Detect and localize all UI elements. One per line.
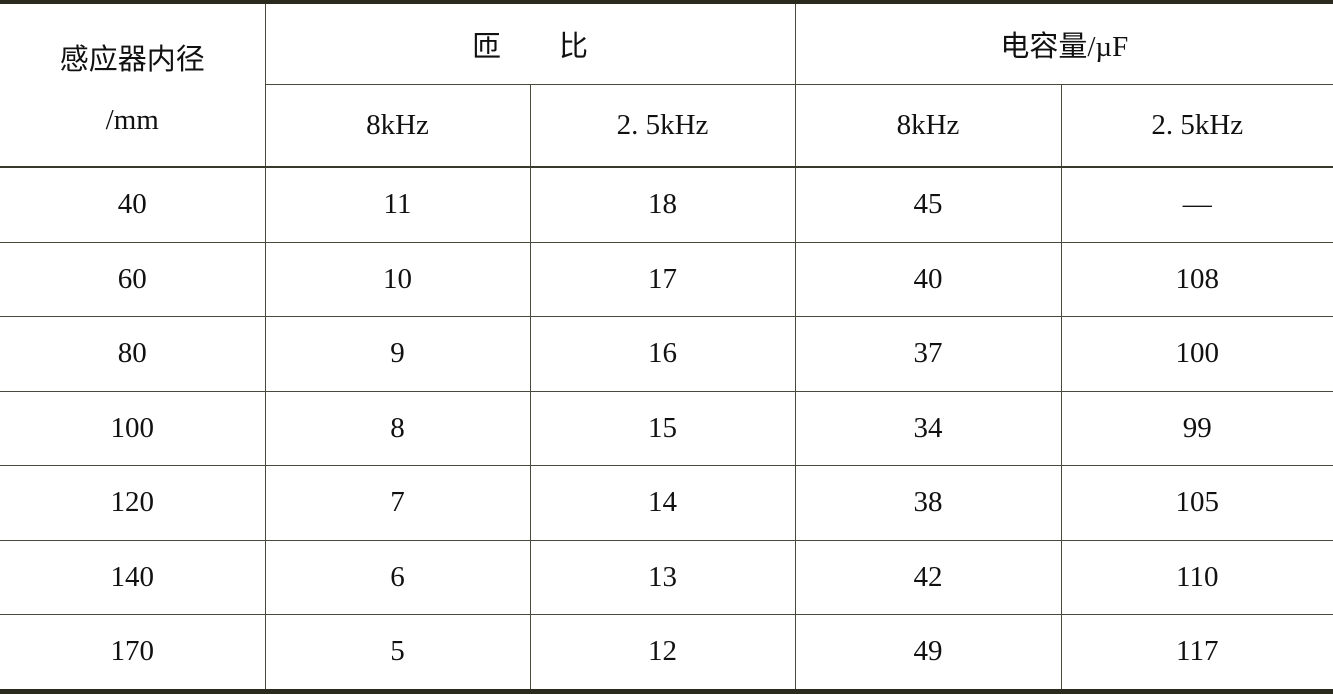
- table-cell: 7: [264, 465, 531, 541]
- header-inner-diameter: 感应器内径 /mm: [0, 1, 266, 168]
- table-cell: 110: [1060, 539, 1333, 615]
- table-cell: 10: [264, 241, 531, 317]
- table-cell: —: [1060, 166, 1333, 243]
- table-cell: 12: [529, 614, 796, 692]
- table-cell: 105: [1060, 465, 1333, 541]
- table-cell: 13: [529, 539, 796, 615]
- table-cell: 100: [1060, 316, 1333, 392]
- subheader-row: 8kHz 2. 5kHz 8kHz 2. 5kHz: [0, 84, 1333, 168]
- table-cell: 80: [0, 316, 266, 392]
- table-row: 80 9 16 37 100: [0, 316, 1333, 392]
- table-cell: 108: [1060, 241, 1333, 317]
- table-cell: 100: [0, 390, 266, 466]
- table-cell: 60: [0, 241, 266, 317]
- table-cell: 14: [529, 465, 796, 541]
- table-cell: 6: [264, 539, 531, 615]
- table-cell: 37: [794, 316, 1062, 392]
- header-capacitance: 电容量/µF: [794, 1, 1333, 85]
- table-row: 170 5 12 49 117: [0, 614, 1333, 692]
- table-cell: 11: [264, 166, 531, 243]
- subheader-cell: 8kHz: [794, 84, 1062, 168]
- subheader-cell: 2. 5kHz: [529, 84, 796, 168]
- table-cell: 170: [0, 614, 266, 692]
- table-cell: 15: [529, 390, 796, 466]
- table-cell: 9: [264, 316, 531, 392]
- table-cell: 140: [0, 539, 266, 615]
- table-row: 100 8 15 34 99: [0, 390, 1333, 466]
- table-cell: 40: [794, 241, 1062, 317]
- table-cell: 49: [794, 614, 1062, 692]
- table-row: 140 6 13 42 110: [0, 539, 1333, 615]
- table-cell: 99: [1060, 390, 1333, 466]
- table-cell: 45: [794, 166, 1062, 243]
- table-cell: 40: [0, 166, 266, 243]
- table-cell: 117: [1060, 614, 1333, 692]
- header-inner-diameter-label: 感应器内径: [59, 44, 205, 76]
- header-inner-diameter-unit: /mm: [105, 104, 159, 136]
- subheader-cell: 8kHz: [265, 84, 531, 168]
- table-cell: 42: [794, 539, 1062, 615]
- header-row: 感应器内径 /mm 匝 比 电容量/µF: [0, 1, 1333, 168]
- table-cell: 18: [529, 166, 796, 243]
- subheader-cell: 2. 5kHz: [1060, 84, 1333, 168]
- table-cell: 8: [264, 390, 531, 466]
- table-cell: 5: [264, 614, 531, 692]
- table-cell: 120: [0, 465, 266, 541]
- table-row: 40 11 18 45—: [0, 166, 1333, 243]
- table-cell: 16: [529, 316, 796, 392]
- table-cell: 38: [794, 465, 1062, 541]
- table-cell: 17: [529, 241, 796, 317]
- table-row: 120 7 14 38 105: [0, 465, 1333, 541]
- table-cell: 34: [794, 390, 1062, 466]
- header-turns-ratio: 匝 比: [264, 1, 796, 85]
- table-row: 60 10 17 40 108: [0, 241, 1333, 317]
